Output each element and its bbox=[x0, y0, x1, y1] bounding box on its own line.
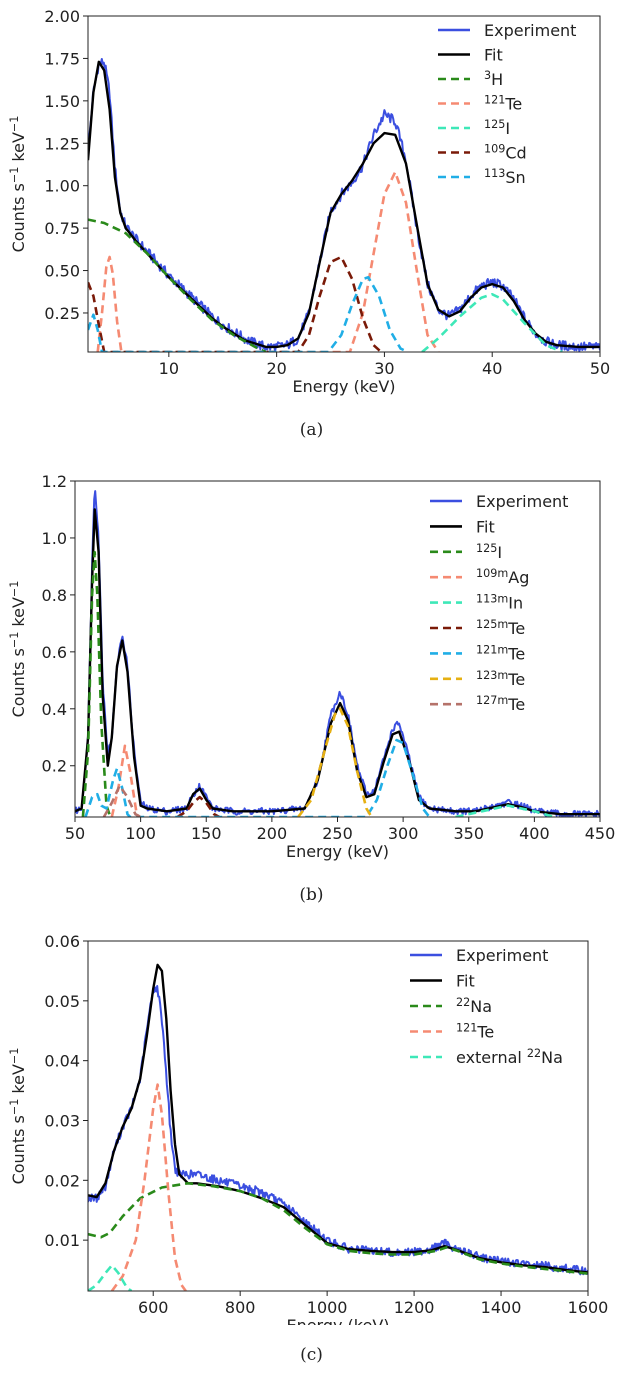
chart-c-legend-label-fit: Fit bbox=[456, 972, 475, 991]
chart-b-y-tick-label: 1.2 bbox=[42, 472, 67, 491]
chart-a-y-axis-label: Counts s−1 keV−1 bbox=[8, 116, 29, 253]
chart-c: 600 800 1000 1200 1400 1600 0.01 0.02 0.03 0.04 0.… bbox=[8, 932, 609, 1335]
chart-b-x-tick-label: 400 bbox=[519, 824, 550, 843]
chart-a-series-experiment-line bbox=[88, 58, 600, 352]
chart-a-legend: Experiment Fit 3H 121Te 125I 109Cd 113Sn bbox=[438, 21, 576, 187]
chart-a-legend-label-cd: 109Cd bbox=[484, 142, 527, 163]
chart-c-y-tick-label: 0.05 bbox=[44, 992, 80, 1011]
chart-panel-c: 600 800 1000 1200 1400 1600 0.01 0.02 0.03 0.04 0.… bbox=[0, 925, 623, 1365]
chart-b-series-fit-line bbox=[75, 508, 600, 816]
chart-a-x-tick-label: 50 bbox=[590, 359, 610, 378]
chart-b-legend-label-te: 121mTe bbox=[476, 643, 525, 664]
chart-a-x-tick-label: 40 bbox=[482, 359, 502, 378]
chart-c-y-tick-label: 0.01 bbox=[44, 1231, 80, 1250]
chart-b-legend-label-te: 125mTe bbox=[476, 618, 525, 639]
chart-c-plot-frame bbox=[87, 940, 589, 1292]
chart-a-legend-label-experiment: Experiment bbox=[484, 21, 576, 40]
chart-b-y-axis-label: Counts s−1 keV−1 bbox=[8, 581, 29, 718]
chart-b-legend-label-in: 113mIn bbox=[476, 592, 523, 613]
chart-caption-c: (c) bbox=[300, 1345, 323, 1365]
chart-a-y-tick-label: 0.50 bbox=[44, 262, 80, 281]
chart-c-series-external-na-line bbox=[88, 1264, 133, 1291]
chart-a-series-h-line bbox=[88, 218, 267, 352]
chart-b-x-tick-label: 100 bbox=[125, 824, 156, 843]
chart-c-x-tick-label: 800 bbox=[225, 1298, 256, 1317]
chart-a-series-cd-line bbox=[88, 255, 383, 352]
chart-a-series-i-line bbox=[421, 293, 563, 352]
chart-c-y-tick-label: 0.04 bbox=[44, 1052, 80, 1071]
chart-c-legend-label-te: 121Te bbox=[456, 1021, 494, 1042]
chart-a: 10 20 30 40 50 0.25 0.50 0.75 1.00 1.25 1.50 1.75 2.… bbox=[8, 7, 611, 396]
chart-b-series-te-line bbox=[176, 795, 221, 817]
chart-b-y-tick-label: 1.0 bbox=[42, 529, 67, 548]
chart-c-y-tick-label: 0.06 bbox=[44, 932, 80, 951]
chart-b-series-te-line bbox=[84, 738, 431, 817]
chart-b-legend-label-ag: 109mAg bbox=[476, 567, 529, 588]
chart-c-series-experiment-line bbox=[88, 985, 588, 1276]
chart-b-legend: Experiment Fit 125I 109mAg 113mIn 125mTe 121mT… bbox=[430, 492, 568, 714]
chart-a-y-tick-label: 0.75 bbox=[44, 219, 80, 238]
chart-b-x-tick-label: 150 bbox=[191, 824, 222, 843]
chart-b-x-tick-label: 200 bbox=[257, 824, 288, 843]
chart-b-legend-label-te: 127mTe bbox=[476, 694, 525, 715]
chart-b: 50 100 150 200 250 300 350 400 450 0.2 0.4 0.6 0.8 1.… bbox=[8, 472, 616, 861]
chart-a-y-tick-label: 2.00 bbox=[44, 7, 80, 26]
chart-b-legend-label-fit: Fit bbox=[476, 517, 495, 536]
chart-a-series-fit-line bbox=[88, 60, 600, 349]
chart-c-x-tick-label: 1200 bbox=[394, 1298, 435, 1317]
chart-b-series-te-line bbox=[102, 784, 142, 817]
chart-c-x-tick-label: 1600 bbox=[568, 1298, 609, 1317]
chart-b-legend-label-te: 123mTe bbox=[476, 668, 525, 689]
chart-a-legend-label-fit: Fit bbox=[484, 46, 503, 65]
chart-b-y-tick-label: 0.6 bbox=[42, 643, 67, 662]
chart-b-series-te-line bbox=[297, 707, 373, 817]
chart-b-legend-label-i: 125I bbox=[476, 541, 502, 562]
chart-b-y-tick-label: 0.2 bbox=[42, 757, 67, 776]
chart-panel-a: 10 20 30 40 50 0.25 0.50 0.75 1.00 1.25 1.50 1.75 2.… bbox=[0, 0, 623, 440]
chart-panel-b: 50 100 150 200 250 300 350 400 450 0.2 0.4 0.6 0.8 1.… bbox=[0, 465, 623, 905]
chart-c-series-te-line bbox=[110, 1083, 187, 1291]
chart-c-x-tick-label: 1000 bbox=[307, 1298, 348, 1317]
chart-c-y-axis-label: Counts s−1 keV−1 bbox=[8, 1048, 29, 1185]
chart-a-y-tick-label: 1.50 bbox=[44, 92, 80, 111]
chart-a-plot-frame bbox=[87, 15, 601, 353]
chart-a-x-tick-label: 20 bbox=[266, 359, 286, 378]
chart-b-series-in-line bbox=[455, 804, 555, 817]
chart-b-x-tick-label: 450 bbox=[585, 824, 616, 843]
chart-b-series-ag-line bbox=[110, 744, 141, 817]
chart-c-legend: Experiment Fit 22Na 121Te external 22Na bbox=[410, 946, 563, 1067]
chart-b-series-i-line bbox=[81, 550, 112, 817]
chart-a-series-sn-line bbox=[88, 276, 409, 352]
chart-c-x-tick-label: 600 bbox=[138, 1298, 169, 1317]
chart-a-legend-label-h: 3H bbox=[484, 69, 503, 90]
chart-a-legend-label-i: 125I bbox=[484, 118, 510, 139]
chart-a-legend-label-te: 121Te bbox=[484, 93, 522, 114]
chart-a-y-tick-label: 1.25 bbox=[44, 134, 80, 153]
chart-a-x-tick-label: 10 bbox=[159, 359, 179, 378]
chart-b-y-tick-label: 0.8 bbox=[42, 586, 67, 605]
chart-b-legend-label-experiment: Experiment bbox=[476, 492, 568, 511]
chart-c-legend-label-experiment: Experiment bbox=[456, 946, 548, 965]
chart-c-legend-label-external-na: external 22Na bbox=[456, 1047, 563, 1068]
chart-b-x-tick-label: 250 bbox=[322, 824, 353, 843]
chart-a-legend-label-sn: 113Sn bbox=[484, 167, 526, 188]
chart-b-x-tick-label: 350 bbox=[453, 824, 484, 843]
chart-caption-b: (b) bbox=[299, 885, 324, 905]
chart-c-y-tick-label: 0.02 bbox=[44, 1171, 80, 1190]
chart-c-series-na-line bbox=[88, 1182, 588, 1275]
chart-a-y-tick-label: 1.75 bbox=[44, 49, 80, 68]
chart-c-x-axis-label: Energy (keV) bbox=[286, 1316, 389, 1325]
chart-b-x-tick-label: 300 bbox=[388, 824, 419, 843]
chart-c-x-tick-label: 1400 bbox=[481, 1298, 522, 1317]
chart-c-y-tick-label: 0.03 bbox=[44, 1111, 80, 1130]
chart-b-x-axis-label: Energy (keV) bbox=[286, 842, 389, 861]
chart-a-x-axis-label: Energy (keV) bbox=[292, 377, 395, 396]
chart-b-x-tick-label: 50 bbox=[65, 824, 85, 843]
chart-a-y-tick-label: 0.25 bbox=[44, 304, 80, 323]
chart-b-y-tick-label: 0.4 bbox=[42, 700, 67, 719]
chart-a-x-tick-label: 30 bbox=[374, 359, 394, 378]
chart-c-legend-label-na: 22Na bbox=[456, 996, 492, 1017]
chart-caption-a: (a) bbox=[299, 420, 324, 440]
chart-a-y-tick-label: 1.00 bbox=[44, 177, 80, 196]
